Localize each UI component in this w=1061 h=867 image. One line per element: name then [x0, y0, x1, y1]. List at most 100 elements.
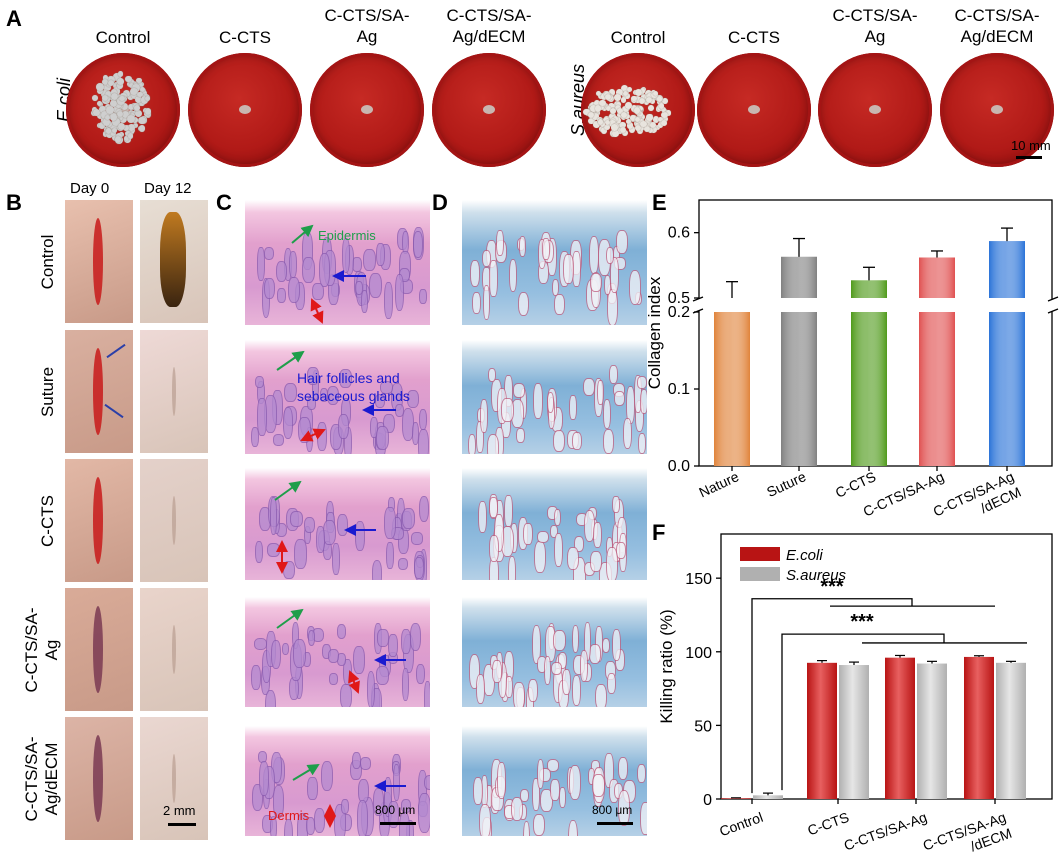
tissue-structure [303, 516, 316, 534]
bacterial-colony [605, 93, 612, 100]
tissue-structure [338, 413, 350, 439]
bacterial-colony [640, 94, 647, 100]
x-tick-label: Nature [696, 468, 741, 500]
tissue-structure [496, 762, 506, 800]
bacterial-colony [106, 105, 114, 114]
bacterial-colony [112, 127, 118, 133]
tissue-structure [305, 817, 315, 835]
column-header-line1: C-CTS/SA- [832, 6, 918, 25]
bacterial-colony [615, 124, 623, 131]
tissue-structure [569, 395, 577, 420]
tissue-structure [567, 820, 579, 836]
wound-photo-day0 [65, 459, 133, 582]
bacterial-colony [625, 102, 633, 110]
tissue-structure [602, 398, 612, 430]
bacterial-colony [136, 77, 142, 84]
tissue-structure [640, 801, 647, 836]
bacterial-colony [128, 104, 135, 111]
x-tick-label: Control [717, 809, 765, 839]
bar-ecoli [885, 657, 915, 799]
bacterial-colony [117, 71, 124, 77]
tissue-structure [533, 813, 546, 836]
bar-shading [781, 312, 817, 466]
wound-photo-day0 [65, 588, 133, 711]
bacterial-colony [106, 121, 113, 128]
bacterial-colony [621, 84, 629, 92]
bacterial-colony [123, 124, 130, 132]
bar-shading [919, 257, 955, 298]
tissue-structure [251, 426, 259, 448]
bacterial-colony [661, 112, 668, 119]
bacterial-colony [96, 111, 104, 120]
bacterial-colony [137, 91, 143, 98]
wound-mark [93, 477, 103, 564]
bacterial-colony [661, 98, 668, 105]
scale-bar-label-d: 800 μm [592, 803, 633, 817]
bar-shading [714, 312, 750, 466]
bacterial-colony [92, 109, 100, 117]
bacterial-colony [659, 103, 665, 109]
bacterial-colony [117, 122, 126, 131]
tissue-structure [472, 291, 482, 315]
tissue-structure [534, 540, 547, 574]
bacterial-colony [623, 90, 629, 97]
tissue-structure [568, 764, 581, 801]
tissue-structure [554, 294, 565, 315]
tissue-structure [264, 277, 276, 300]
wound-photo-day12 [140, 588, 208, 711]
bacterial-colony [654, 124, 661, 131]
svg-text:C-CTS/SA-Ag: C-CTS/SA-Ag [842, 809, 929, 854]
tissue-structure [332, 543, 340, 576]
masson-image [462, 340, 647, 454]
tissue-structure [522, 820, 531, 836]
bacterial-colony [622, 105, 629, 113]
scar-mark [172, 753, 176, 804]
tissue-structure [523, 523, 533, 546]
tissue-structure [401, 629, 412, 655]
bacterial-colony [590, 101, 597, 108]
bacterial-colony [96, 82, 105, 91]
bacterial-colony [634, 117, 640, 123]
tissue-structure [328, 648, 340, 664]
bacterial-colony [638, 126, 644, 132]
bacterial-colony [657, 122, 664, 128]
tissue-structure [255, 540, 264, 563]
y-tick-label: 0.6 [668, 225, 690, 242]
tissue-structure [543, 656, 551, 686]
bacterial-colony [98, 106, 106, 113]
tissue-structure [407, 390, 420, 409]
tissue-structure [546, 758, 560, 772]
tissue-structure [361, 290, 369, 313]
tissue-structure [374, 394, 385, 409]
legend: E.coli S.aureus [740, 547, 847, 584]
significance-mark-saureus: *** [850, 611, 874, 633]
tissue-structure [609, 256, 619, 293]
tissue-structure [511, 796, 524, 821]
tissue-structure [276, 260, 288, 283]
tissue-structure [341, 237, 350, 274]
column-header-line2: Ag [356, 27, 378, 46]
tissue-structure [473, 776, 484, 806]
tissue-structure [383, 776, 392, 817]
panel-label-d: D [432, 190, 448, 215]
tissue-structure [294, 539, 307, 569]
tissue-structure [257, 398, 267, 436]
tissue-structure [593, 521, 602, 549]
bacterial-colony [116, 82, 124, 90]
scar-mark [172, 495, 176, 546]
tissue-structure [467, 434, 477, 454]
tissue-structure [537, 530, 549, 544]
column-header-line1: C-CTS [728, 28, 780, 47]
scale-bar-label-c: 800 μm [375, 803, 416, 817]
tissue-structure [336, 624, 347, 639]
legend-label-saureus: S.aureus [786, 567, 847, 584]
column-header-line2: Ag [864, 27, 886, 46]
svg-text:Suture: Suture [764, 468, 808, 500]
tissue-structure [532, 383, 543, 420]
tissue-structure [273, 433, 285, 446]
tissue-structure [479, 803, 492, 836]
inoculation-spot [483, 105, 495, 114]
bacterial-colony [616, 108, 623, 114]
bacterial-colony [104, 91, 112, 99]
tissue-structure [306, 367, 319, 385]
